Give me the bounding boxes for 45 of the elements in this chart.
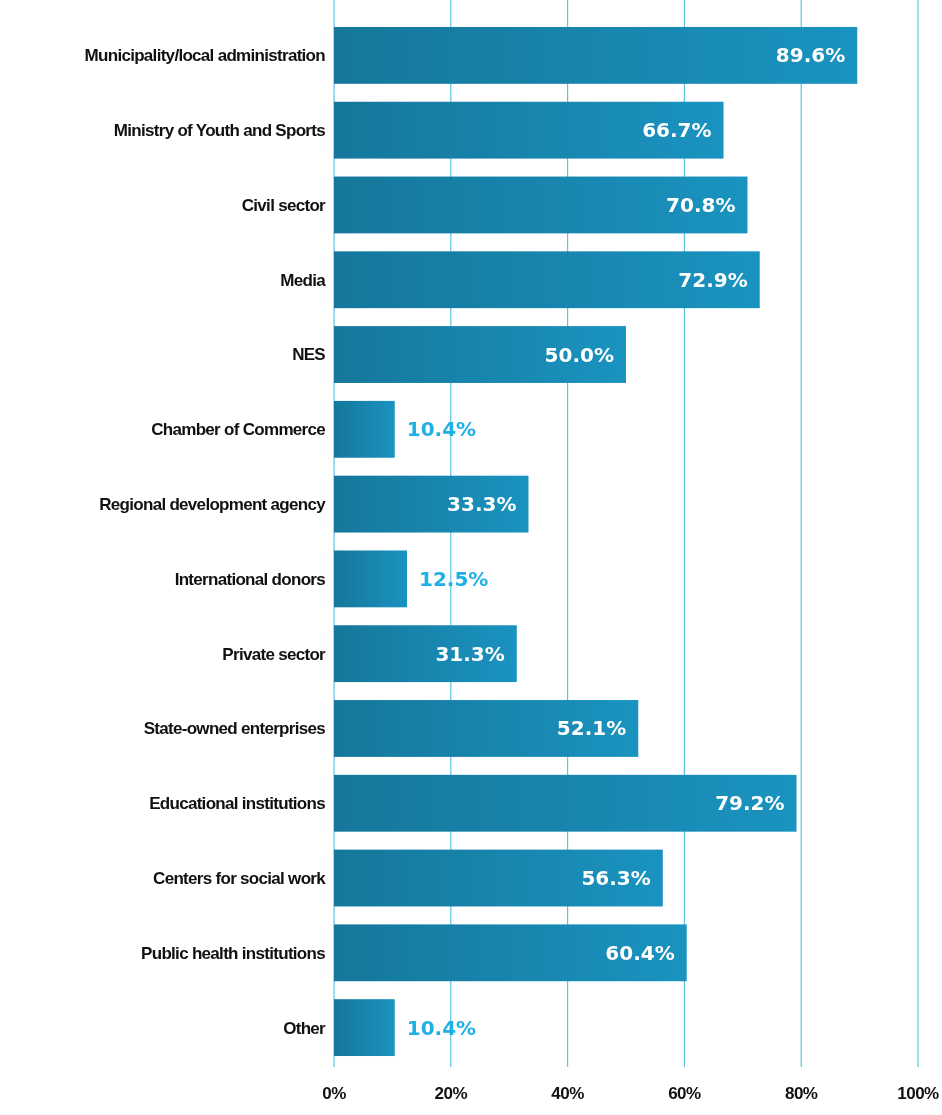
- data-label: 70.8%: [666, 192, 736, 217]
- y-tick-label: Municipality/local administration: [84, 46, 326, 66]
- x-tick-label: 20%: [434, 1083, 468, 1103]
- y-tick-label: Chamber of Commerce: [151, 420, 326, 440]
- bar: [334, 475, 529, 533]
- data-label: 79.2%: [715, 791, 785, 816]
- data-label: 33.3%: [447, 492, 517, 517]
- y-tick-label: State-owned enterprises: [143, 719, 326, 739]
- y-tick-label: Media: [280, 270, 327, 290]
- y-tick-label: Ministry of Youth and Sports: [113, 121, 326, 141]
- bar: [334, 700, 639, 757]
- bar: [334, 625, 517, 683]
- bar: [334, 326, 626, 383]
- y-tick-label: International donors: [174, 569, 326, 589]
- data-label: 89.6%: [775, 43, 846, 68]
- data-label: 66.7%: [642, 118, 712, 143]
- data-label: 72.9%: [678, 267, 748, 292]
- x-tick-label: 100%: [897, 1083, 940, 1103]
- y-tick-label: Other: [283, 1018, 327, 1038]
- bar: [334, 924, 687, 982]
- bar: [334, 849, 663, 907]
- y-tick-label: Civil sector: [241, 195, 327, 215]
- bar: [334, 101, 724, 159]
- x-tick-label: 40%: [551, 1083, 585, 1103]
- bar: [334, 251, 760, 309]
- bar: [334, 774, 797, 832]
- bar: [334, 550, 407, 608]
- x-tick-label: 80%: [784, 1083, 818, 1103]
- bar: [334, 999, 395, 1057]
- data-label: 60.4%: [605, 940, 675, 965]
- y-tick-label: Private sector: [222, 644, 327, 664]
- data-label: 31.3%: [435, 641, 505, 666]
- x-tick-label: 0%: [322, 1083, 347, 1103]
- bar: [334, 176, 748, 234]
- data-label: 50.0%: [544, 342, 614, 367]
- y-tick-label: NES: [292, 345, 326, 365]
- data-label: 56.3%: [581, 866, 651, 891]
- x-tick-label: 60%: [668, 1083, 702, 1103]
- y-tick-label: Public health institutions: [141, 943, 326, 963]
- bar: [334, 26, 858, 84]
- y-tick-label: Centers for social work: [153, 868, 327, 888]
- bar: [334, 400, 395, 458]
- y-tick-label: Educational institutions: [149, 794, 326, 814]
- y-tick-label: Regional development agency: [99, 495, 327, 515]
- data-label: 52.1%: [556, 716, 627, 741]
